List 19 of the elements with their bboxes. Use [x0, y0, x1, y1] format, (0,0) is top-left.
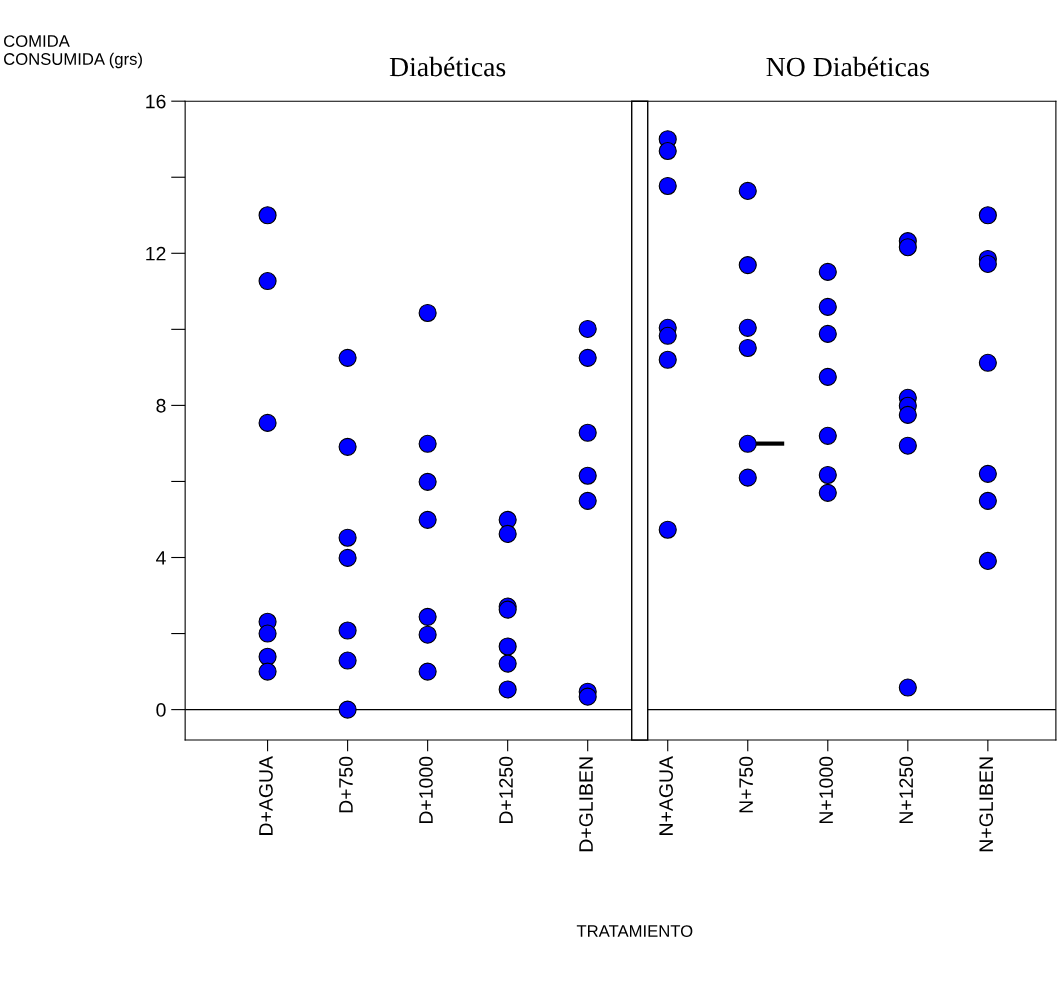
text: NO Diabéticas: [766, 56, 929, 77]
x-tick-label: N+1250: [899, 756, 914, 824]
x-tick-label: D+750: [339, 756, 353, 813]
x-tick-label: D+1250: [499, 756, 513, 824]
x-tick-label: N+1000: [819, 756, 834, 824]
y-tick-label: 4: [156, 551, 166, 565]
x-tick-label: D+1000: [419, 756, 433, 824]
y-tick-label: 0: [156, 703, 166, 717]
x-tick-label: D+GLIBEN: [579, 757, 593, 852]
x-axis-title: TRATAMIENTO: [576, 925, 693, 937]
text: Diabéticas: [389, 56, 506, 77]
y-tick-label: 8: [156, 398, 166, 413]
x-tick-label: N+AGUA: [659, 756, 673, 835]
y-axis-title: COMIDA CONSUMIDA (grs): [4, 35, 142, 69]
y-tick-label: 16: [146, 94, 166, 109]
x-tick-label: N+750: [739, 756, 753, 813]
x-tick-label: D+AGUA: [259, 756, 273, 835]
x-tick-label: N+GLIBEN: [979, 757, 994, 852]
y-tick-label: 12: [146, 246, 166, 261]
